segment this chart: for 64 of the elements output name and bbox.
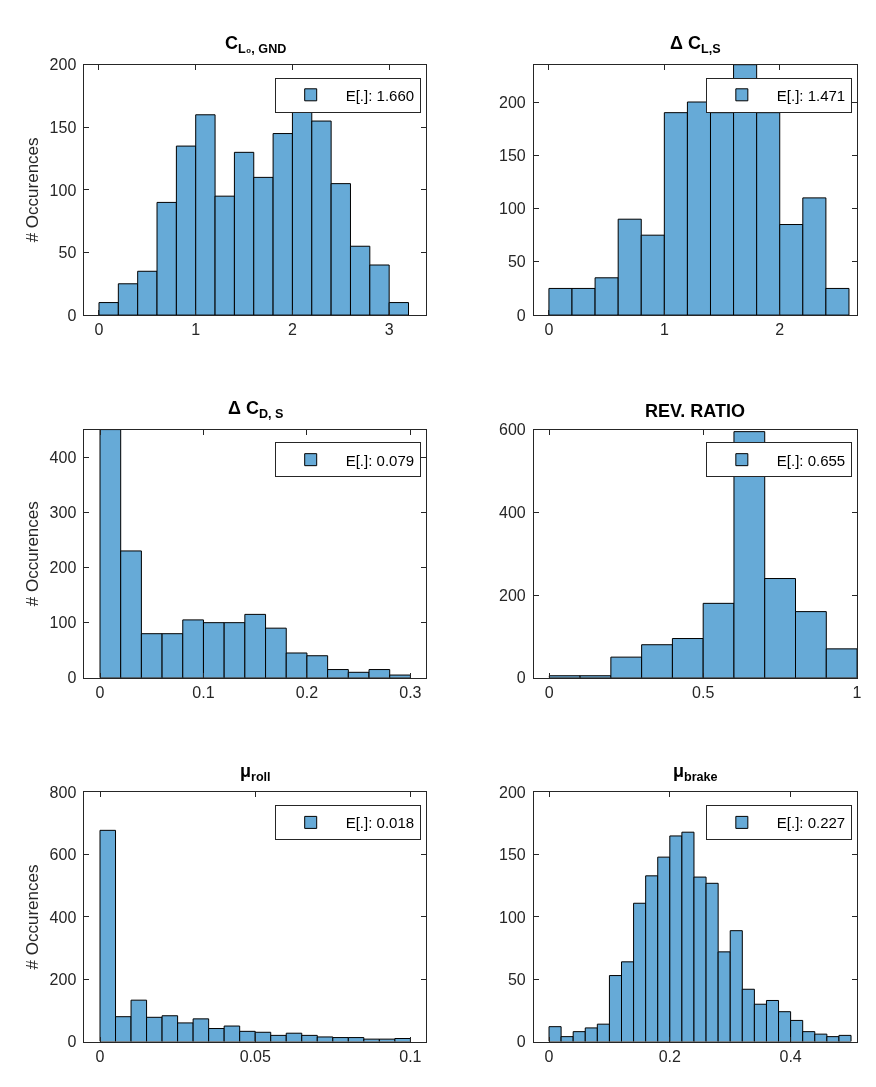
y-axis-title: # Occurences <box>23 137 43 243</box>
chart-title: Δ C$_{D, S}$ <box>228 398 284 421</box>
y-tick-label: 200 <box>499 586 526 604</box>
y-tick-label: 600 <box>49 846 77 864</box>
y-tick-label: 200 <box>49 559 77 577</box>
legend-label: E[.]: 1.660 <box>345 86 415 104</box>
y-tick-label: 0 <box>67 306 77 324</box>
y-tick-label: 800 <box>49 783 77 801</box>
y-tick-label: 400 <box>499 503 526 521</box>
x-tick-label: 1 <box>191 321 201 339</box>
x-tick-label: 0.05 <box>239 1047 271 1065</box>
legend-label: E[.]: 0.227 <box>776 814 846 832</box>
x-tick-label: 0.4 <box>779 1047 802 1065</box>
y-tick-label: 50 <box>58 244 77 262</box>
y-tick-label: 200 <box>49 56 77 74</box>
x-tick-label: 2 <box>775 321 785 339</box>
y-tick-label: 300 <box>49 503 77 521</box>
x-tick-label: 0.5 <box>692 684 715 702</box>
chart-title: C$_{L₀, GND}$ <box>225 33 287 56</box>
chart-title: REV. RATIO <box>645 401 746 421</box>
y-tick-label: 0 <box>67 669 77 687</box>
x-tick-label: 0.3 <box>399 684 422 702</box>
x-tick-label: 3 <box>384 321 394 339</box>
y-tick-label: 50 <box>507 253 526 271</box>
legend-label: E[.]: 0.079 <box>345 451 415 469</box>
y-tick-label: 200 <box>49 970 77 988</box>
x-tick-label: 0.2 <box>658 1047 682 1065</box>
legend-label: E[.]: 0.655 <box>776 451 846 469</box>
x-tick-label: 1 <box>852 684 862 702</box>
y-axis-title: # Occurences <box>23 864 43 970</box>
y-tick-label: 50 <box>507 970 526 988</box>
y-tick-label: 150 <box>49 118 77 136</box>
x-tick-label: 0 <box>544 1047 554 1065</box>
y-tick-label: 200 <box>499 783 526 801</box>
x-tick-label: 2 <box>287 321 297 339</box>
y-tick-label: 0 <box>516 669 526 687</box>
chart-title: μ$_{brake}$ <box>673 761 718 784</box>
y-tick-label: 200 <box>499 93 526 111</box>
x-tick-label: 0.1 <box>399 1047 422 1065</box>
x-tick-label: 0 <box>94 321 104 339</box>
y-tick-label: 100 <box>49 181 77 199</box>
x-tick-label: 0 <box>95 684 105 702</box>
y-tick-label: 400 <box>49 448 77 466</box>
y-tick-label: 0 <box>516 1033 526 1051</box>
y-tick-label: 0 <box>516 306 526 324</box>
x-tick-label: 0.1 <box>192 684 215 702</box>
y-tick-label: 100 <box>499 200 526 218</box>
x-tick-label: 1 <box>659 321 669 339</box>
legend-label: E[.]: 1.471 <box>776 86 846 104</box>
y-tick-label: 100 <box>499 908 526 926</box>
y-tick-label: 600 <box>499 421 526 439</box>
x-tick-label: 0 <box>95 1047 105 1065</box>
chart-title: Δ C$_{L,S}$ <box>670 33 721 56</box>
legend-label: E[.]: 0.018 <box>345 814 415 832</box>
y-tick-label: 150 <box>499 146 526 164</box>
y-tick-label: 0 <box>67 1033 77 1051</box>
y-tick-label: 150 <box>499 846 526 864</box>
x-tick-label: 0 <box>544 684 554 702</box>
y-axis-title: # Occurences <box>23 501 43 607</box>
y-tick-label: 100 <box>49 614 77 632</box>
y-tick-label: 400 <box>49 908 77 926</box>
x-tick-label: 0 <box>544 321 554 339</box>
chart-title: μ$_{roll}$ <box>240 761 271 784</box>
x-tick-label: 0.2 <box>295 684 319 702</box>
